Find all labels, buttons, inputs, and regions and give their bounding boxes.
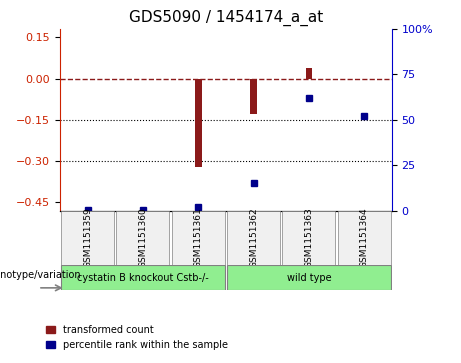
FancyBboxPatch shape — [116, 211, 170, 265]
Bar — [195, 78, 201, 167]
Bar — [306, 68, 312, 78]
FancyBboxPatch shape — [337, 211, 391, 265]
Text: genotype/variation: genotype/variation — [0, 270, 81, 280]
FancyBboxPatch shape — [227, 211, 280, 265]
Text: wild type: wild type — [287, 273, 331, 283]
FancyBboxPatch shape — [227, 265, 391, 290]
Text: GSM1151363: GSM1151363 — [304, 207, 313, 268]
FancyBboxPatch shape — [282, 211, 336, 265]
Legend: transformed count, percentile rank within the sample: transformed count, percentile rank withi… — [42, 321, 232, 354]
FancyBboxPatch shape — [61, 211, 114, 265]
FancyBboxPatch shape — [61, 265, 225, 290]
Title: GDS5090 / 1454174_a_at: GDS5090 / 1454174_a_at — [129, 10, 323, 26]
Text: GSM1151364: GSM1151364 — [360, 207, 369, 268]
FancyBboxPatch shape — [171, 211, 225, 265]
Text: GSM1151359: GSM1151359 — [83, 207, 92, 268]
Text: GSM1151361: GSM1151361 — [194, 207, 203, 268]
Text: GSM1151360: GSM1151360 — [138, 207, 148, 268]
Bar — [250, 78, 257, 114]
Text: GSM1151362: GSM1151362 — [249, 207, 258, 268]
Text: cystatin B knockout Cstb-/-: cystatin B knockout Cstb-/- — [77, 273, 209, 283]
